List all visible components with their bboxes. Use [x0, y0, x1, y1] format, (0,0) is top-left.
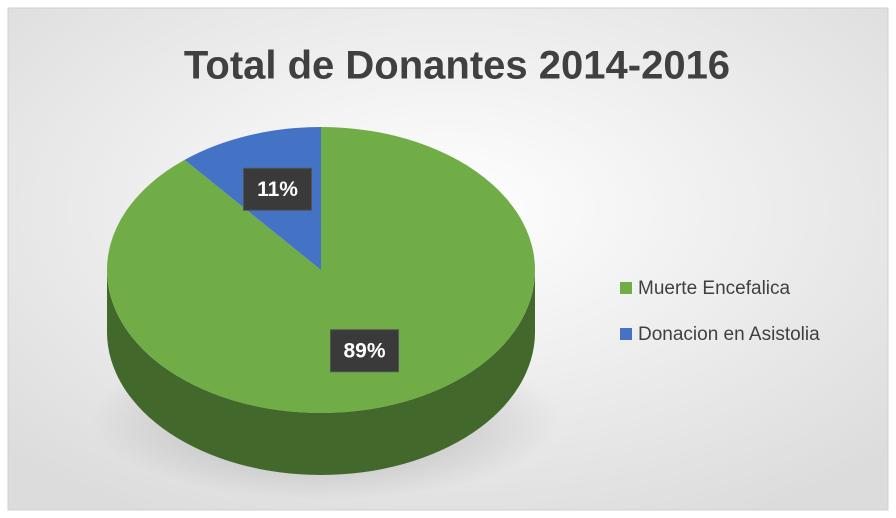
chart-title: Total de Donantes 2014-2016: [184, 44, 730, 88]
pie-slice-side: [107, 270, 535, 475]
legend-label: Muerte Encefalica: [638, 278, 791, 299]
data-label-box: [243, 167, 313, 211]
data-label: 89%: [343, 339, 385, 362]
pie-slice: [106, 127, 536, 414]
data-label-box: [329, 329, 399, 373]
legend-label: Donacion en Asistolia: [638, 324, 820, 345]
data-label: 11%: [257, 178, 298, 201]
legend-swatch: [620, 328, 632, 340]
legend-swatch: [620, 282, 632, 294]
